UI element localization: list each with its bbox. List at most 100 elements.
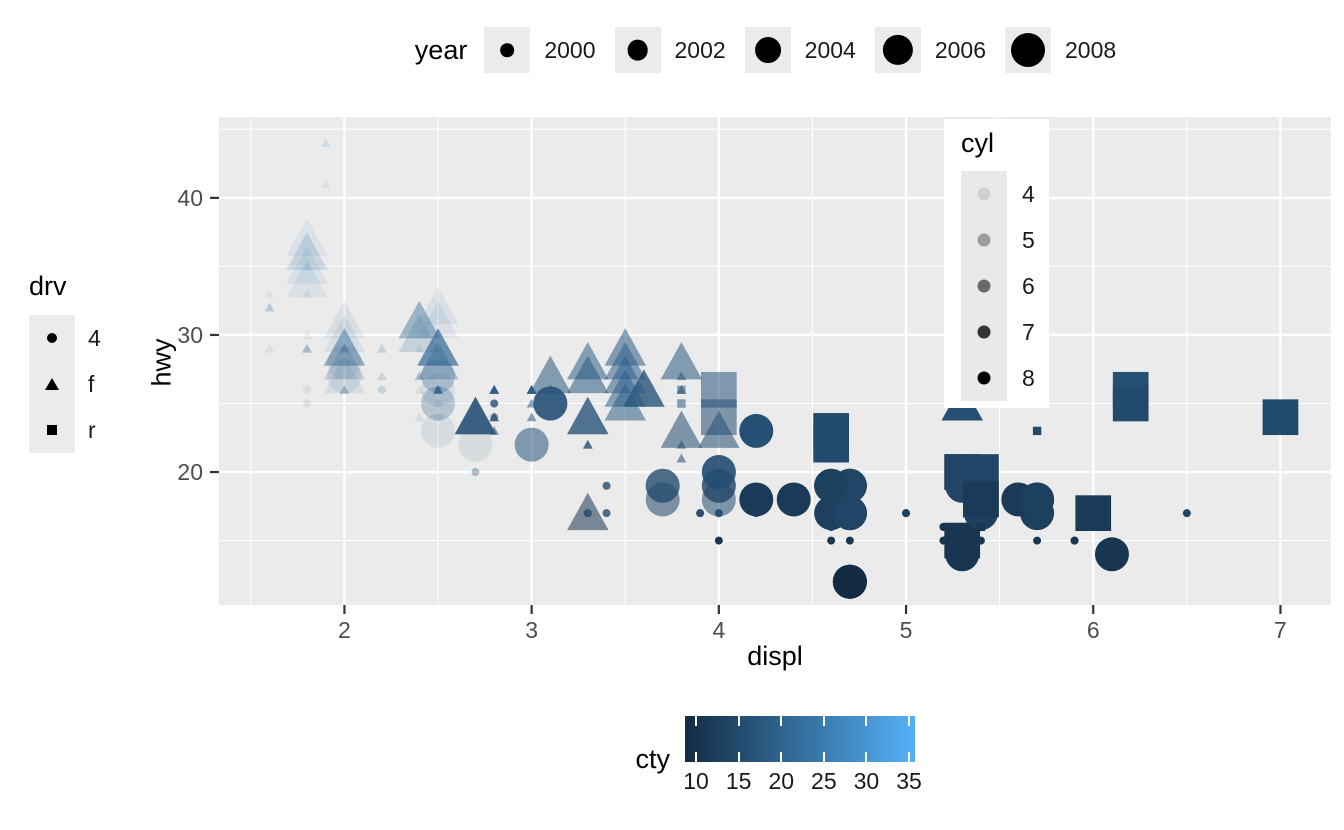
data-point [414,371,425,381]
data-point [604,341,646,380]
colorbar-tick [822,752,825,762]
data-point [377,385,386,394]
data-point [526,412,537,422]
data-point [327,345,362,380]
data-point [323,328,366,366]
colorbar-tick [695,716,698,726]
data-point [489,426,500,435]
data-point [302,343,312,353]
data-point [286,246,328,284]
data-point [454,396,497,435]
data-point [1112,385,1149,422]
data-point [323,300,366,339]
data-point [902,509,911,518]
data-point [976,536,985,545]
x-tick-label: 3 [525,617,538,643]
cyl-legend-title: cyl [961,128,994,158]
data-point [976,522,986,532]
data-point [417,300,459,339]
data-point [414,343,425,353]
alpha-key-circle-icon [977,371,991,385]
data-point [776,482,811,517]
legend-key [961,309,1007,355]
x-tick-label: 2 [338,617,351,643]
year-legend-label: 2006 [934,36,987,63]
year-legend-title: year [414,34,468,65]
data-point [471,468,480,477]
data-point [323,328,366,366]
data-point [814,468,849,503]
colorbar-tick [780,752,783,762]
alpha-key-circle-icon [977,187,991,201]
data-point [939,536,948,545]
data-point [320,179,331,189]
data-point [567,355,609,394]
data-point [339,384,350,394]
y-axis-title: hwy [146,338,177,387]
data-point [302,261,312,271]
data-point [701,482,736,517]
drv-legend-label: r [88,416,96,443]
data-point [645,468,680,503]
size-key-circle-icon [627,39,648,61]
data-point [320,138,331,148]
year-legend-entry: 2004 [744,27,856,73]
cty-tick-label: 10 [683,768,709,794]
data-point [676,384,687,394]
cyl-legend-label: 4 [1022,180,1035,207]
cty-colorbar-labels: 10 15 20 25 30 35 [683,768,922,796]
grid-major [219,117,1331,605]
data-point [676,453,687,463]
data-point [339,343,350,353]
data-point [323,314,366,352]
drv-legend-label: 4 [88,324,101,351]
year-legend: year 2000 2002 2004 2006 2008 [219,26,1331,74]
cyl-legend-entry: 7 [961,309,1049,355]
legend-key [1005,27,1052,73]
colorbar-tick [695,752,698,762]
data-point [458,427,493,462]
size-key-circle-icon [882,34,913,66]
data-point [1032,426,1042,436]
data-point [320,138,331,148]
data-point [1075,495,1112,532]
cty-tick-label: 15 [725,768,752,794]
data-point [286,232,328,270]
data-point [376,371,387,381]
data-point [604,383,646,421]
data-point [339,384,350,394]
cyl-legend-entries: 4 5 6 7 8 [961,171,1049,401]
cty-legend-title: cty [635,744,670,774]
data-point [533,386,568,421]
data-point [677,399,686,408]
data-point [827,536,836,545]
data-point [376,343,387,353]
data-point [323,328,366,366]
colorbar-tick [737,752,740,762]
data-point [339,343,350,353]
data-point [323,328,366,366]
data-point [377,385,386,394]
data-point [623,369,665,407]
data-point [434,413,443,422]
data-point [489,384,500,394]
data-point [414,412,425,422]
data-point [1020,482,1055,517]
cty-tick-label: 20 [768,768,795,794]
data-point [264,343,275,353]
data-point [660,341,703,380]
data-point [417,328,459,366]
drv-legend-label: f [88,370,95,397]
colorbar-tick [908,716,911,726]
data-point [1262,399,1299,436]
data-point [264,302,275,312]
data-point [286,218,328,256]
data-point [434,385,443,394]
data-point [433,384,443,394]
data-point [434,385,443,394]
data-point [339,384,350,394]
cty-tick-label: 35 [896,768,922,794]
data-point [529,355,572,394]
data-point [327,359,362,394]
